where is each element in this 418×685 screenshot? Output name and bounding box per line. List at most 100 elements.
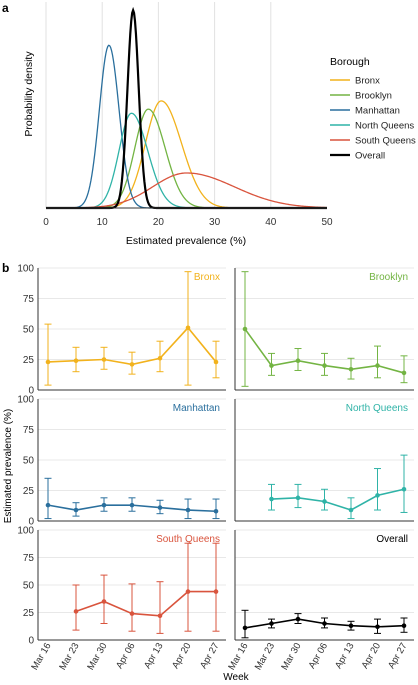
facet-bronx: 0 25 50 75 100 Bronx xyxy=(17,264,226,397)
panel-b-ylabel: Estimated prevalence (%) xyxy=(3,409,14,524)
data-point xyxy=(295,616,301,622)
panel-a: a Probability density Estimated prevalen… xyxy=(2,1,416,247)
facet-north-queens: North Queens xyxy=(234,398,414,522)
data-point xyxy=(401,486,407,492)
density-curve-overall xyxy=(46,6,327,210)
x-tick-label: Apr 20 xyxy=(170,641,194,671)
legend-label-bronx: Bronx xyxy=(355,76,380,87)
data-point xyxy=(295,495,301,501)
data-point xyxy=(375,624,380,630)
x-tick-label: Apr 13 xyxy=(142,641,166,671)
data-point xyxy=(73,507,79,513)
data-point xyxy=(157,613,163,619)
data-point xyxy=(401,623,407,628)
data-point xyxy=(45,359,51,365)
y-tick-label: 0 xyxy=(28,636,34,647)
data-point xyxy=(45,502,51,508)
data-point xyxy=(101,502,107,508)
data-point xyxy=(269,621,274,626)
x-tick-label: Apr 06 xyxy=(307,641,331,671)
y-tick-label: 50 xyxy=(23,325,35,336)
y-tick-label: 0 xyxy=(28,517,34,528)
facet-title-north-queens: North Queens xyxy=(346,403,408,414)
data-point xyxy=(213,508,219,514)
panel-b-xlabel: Week xyxy=(223,672,249,683)
facet-title-overall: Overall xyxy=(376,534,408,545)
legend-label-north-queens: North Queens xyxy=(355,121,414,132)
x-tick-label: Apr 20 xyxy=(360,641,384,671)
legend-label-manhattan: Manhattan xyxy=(355,106,400,117)
data-point xyxy=(348,366,354,372)
panel-a-ylabel: Probability density xyxy=(23,51,35,137)
data-point xyxy=(348,623,354,628)
series-line-north-queens xyxy=(271,488,405,511)
data-point xyxy=(375,363,380,368)
data-point xyxy=(157,505,163,510)
y-tick-label: 100 xyxy=(17,395,34,406)
legend-label-overall: Overall xyxy=(355,151,385,162)
legend-label-south-queens: South Queens xyxy=(355,136,416,147)
data-point xyxy=(322,499,327,504)
x-tick-label: Apr 27 xyxy=(198,641,222,671)
facet-title-manhattan: Manhattan xyxy=(173,403,220,414)
x-tick-label: 10 xyxy=(97,217,109,228)
data-point xyxy=(322,363,327,368)
data-point xyxy=(242,625,248,631)
data-point xyxy=(242,326,248,332)
x-tick-label: Mar 23 xyxy=(57,641,81,672)
panel-b: b Estimated prevalence (%) Week 0 25 50 75 1… xyxy=(2,261,414,683)
y-tick-label: 75 xyxy=(23,553,35,564)
data-point xyxy=(157,355,163,361)
data-point xyxy=(129,502,135,508)
facets: 0 25 50 75 100 Bronx Brooklyn 0 25 50 75 100 Manhatt… xyxy=(17,264,414,672)
data-point xyxy=(401,370,407,376)
panel-a-xlabel: Estimated prevalence (%) xyxy=(126,235,246,247)
facet-title-bronx: Bronx xyxy=(194,272,220,283)
data-point xyxy=(129,611,135,616)
density-curves xyxy=(46,6,328,210)
data-point xyxy=(185,507,191,513)
facet-brooklyn: Brooklyn xyxy=(234,267,414,391)
legend: Bronx Brooklyn Manhattan North Queens South … xyxy=(330,76,416,162)
data-point xyxy=(213,589,219,594)
x-tick-label: Mar 23 xyxy=(253,641,277,672)
y-tick-label: 100 xyxy=(17,264,34,275)
series-line-south-queens xyxy=(75,590,216,617)
data-point xyxy=(101,357,107,362)
data-point xyxy=(185,589,191,594)
data-point xyxy=(185,325,191,331)
y-tick-label: 75 xyxy=(23,294,35,305)
panel-b-label: b xyxy=(2,261,9,275)
facet-title-brooklyn: Brooklyn xyxy=(369,272,408,283)
panel-a-x-axis: 0 10 20 30 40 50 xyxy=(43,207,333,228)
data-point xyxy=(269,363,274,368)
y-tick-label: 75 xyxy=(23,425,35,436)
data-point xyxy=(295,358,301,364)
panel-a-label: a xyxy=(2,1,9,15)
data-point xyxy=(322,621,327,626)
y-tick-label: 25 xyxy=(23,355,35,366)
data-point xyxy=(348,507,354,513)
data-point xyxy=(73,358,79,364)
y-tick-label: 100 xyxy=(17,526,34,537)
facet-title-south-queens: South Queens xyxy=(156,534,220,545)
y-tick-label: 0 xyxy=(28,386,34,397)
x-tick-label: Mar 16 xyxy=(226,641,250,672)
x-tick-label: 40 xyxy=(265,217,277,228)
data-point xyxy=(213,359,219,365)
y-tick-label: 25 xyxy=(23,608,35,619)
data-point xyxy=(375,493,380,498)
y-tick-label: 25 xyxy=(23,486,35,497)
y-tick-label: 50 xyxy=(23,456,35,467)
x-tick-label: 50 xyxy=(321,217,333,228)
data-point xyxy=(73,609,79,614)
legend-title: Borough xyxy=(330,56,370,68)
x-tick-label: 0 xyxy=(43,217,49,228)
x-tick-label: Mar 30 xyxy=(85,641,109,672)
panel-a-grid xyxy=(45,2,272,208)
x-tick-label: 20 xyxy=(153,217,165,228)
density-curve-manhattan xyxy=(46,44,327,209)
